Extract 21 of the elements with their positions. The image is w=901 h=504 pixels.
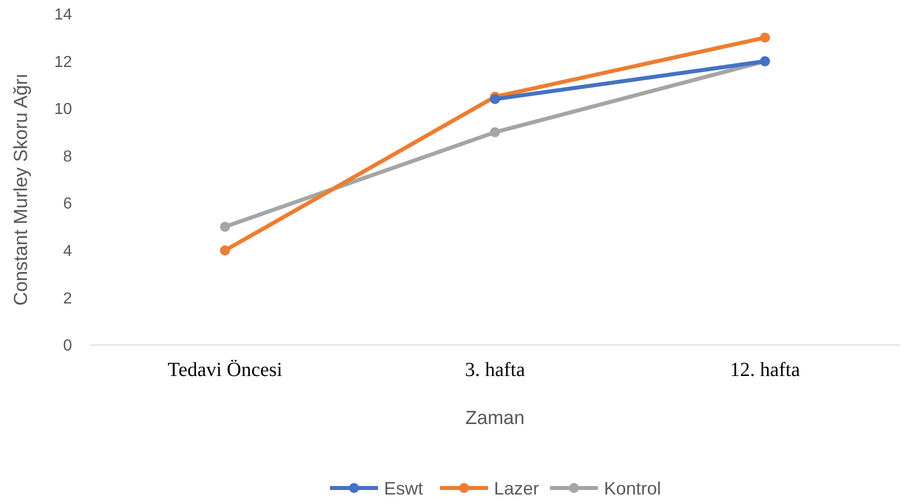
legend-label: Lazer	[494, 478, 540, 498]
x-tick-label: 3. hafta	[465, 359, 526, 381]
y-tick-label: 6	[63, 196, 72, 213]
point	[490, 127, 500, 138]
y-axis-title: Constant Murley Skoru Ağrı	[11, 73, 32, 306]
y-tick-label: 8	[63, 148, 72, 166]
point	[220, 222, 230, 232]
point	[490, 94, 500, 104]
legend-label: Kontrol	[604, 478, 662, 498]
y-tick-label: 4	[63, 243, 72, 260]
point	[760, 32, 770, 43]
y-tick-label: 12	[54, 54, 72, 71]
x-axis-title: Zaman	[465, 408, 525, 429]
legend-label: Eswt	[384, 478, 424, 498]
y-tick-label: 2	[63, 290, 72, 308]
x-tick-label: 12. hafta	[730, 359, 800, 381]
y-tick-label: 10	[54, 101, 72, 118]
y-tick-label: 0	[63, 338, 72, 355]
y-tick-label: 14	[54, 6, 72, 24]
x-tick-label: Tedavi Öncesi	[168, 359, 283, 381]
point	[220, 245, 230, 256]
